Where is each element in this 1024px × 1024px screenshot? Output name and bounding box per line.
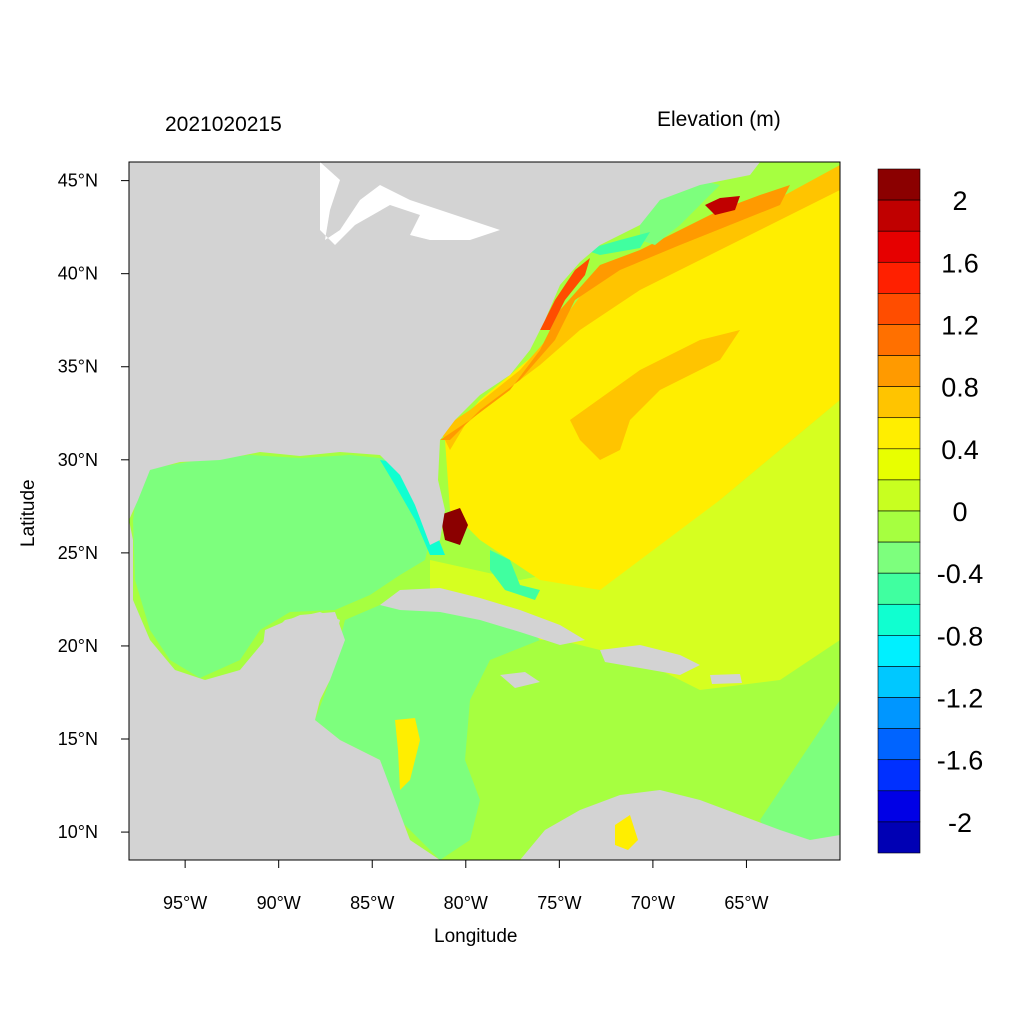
nicaragua-coast-yellow — [395, 718, 420, 790]
x-tick-label: 70°W — [631, 893, 675, 913]
y-tick-label: 10°N — [58, 822, 98, 842]
great-lakes-water — [320, 162, 500, 245]
jamaica-land — [500, 672, 540, 688]
colorbar-swatch — [877, 199, 921, 232]
y-tick-label: 20°N — [58, 636, 98, 656]
bahamas-cyan — [490, 550, 540, 600]
colorbar-label: 2 — [952, 186, 967, 216]
y-tick-label: 40°N — [58, 264, 98, 284]
y-tick-label: 45°N — [58, 171, 98, 191]
colorbar-swatch — [877, 821, 921, 854]
map-variable-title: Elevation (m) — [657, 108, 781, 131]
x-tick-label: 95°W — [163, 893, 207, 913]
map-timestamp: 2021020215 — [165, 113, 282, 136]
x-tick-label: 80°W — [444, 893, 488, 913]
x-tick-label: 85°W — [350, 893, 394, 913]
colorbar-label: -0.8 — [937, 621, 984, 651]
coastal-red-band — [540, 258, 590, 330]
plot-frame — [128, 161, 841, 861]
colorbar-swatch — [877, 293, 921, 325]
maine-coast-cyan — [585, 232, 650, 255]
colorbar-swatch — [877, 230, 921, 263]
y-tick-label: 25°N — [58, 543, 98, 563]
south-florida-darkred — [440, 508, 468, 545]
south-america-land — [520, 790, 840, 860]
colorbar-swatch — [877, 697, 921, 729]
maracaibo-yellow — [615, 815, 638, 850]
y-tick-label: 15°N — [58, 729, 98, 749]
gulf-of-maine-water — [640, 180, 720, 245]
colorbar-label: 1.6 — [941, 248, 979, 278]
colorbar-label: -1.2 — [937, 684, 984, 714]
colorbar-swatch — [877, 324, 921, 356]
colorbar-label: 0.4 — [941, 435, 979, 465]
colorbar-swatch — [877, 541, 921, 574]
colorbar-swatch — [877, 386, 921, 419]
colorbar-swatch — [877, 479, 921, 512]
colorbar-label: -1.6 — [937, 746, 984, 776]
colorbar-swatch — [877, 261, 921, 294]
hispaniola-land — [600, 645, 700, 675]
colorbar-swatch — [877, 168, 921, 201]
yucatan-land — [260, 612, 345, 720]
colorbar-swatch — [877, 603, 921, 636]
western-caribbean-water — [315, 600, 540, 860]
colorbar-swatch — [877, 666, 921, 698]
colorbar-swatch — [877, 790, 921, 823]
colorbar-swatch — [877, 572, 921, 605]
nearshore-darkorange — [440, 185, 790, 440]
colorbar-labels: 2 1.6 1.2 0.8 0.4 0 -0.4 -0.8 -1.2 -1.6 -2 — [937, 186, 984, 838]
colorbar-label: 0.8 — [941, 373, 979, 403]
colorbar-swatch — [877, 759, 921, 792]
cuba-land — [380, 588, 585, 645]
colorbar-swatch — [877, 355, 921, 387]
colorbar-swatch — [877, 448, 921, 481]
x-tick-label: 75°W — [537, 893, 581, 913]
x-axis-label: Longitude — [434, 926, 518, 947]
x-tick-label: 65°W — [724, 893, 768, 913]
map-area — [129, 162, 840, 860]
colorbar-swatch — [877, 510, 921, 543]
colorbar-label: -2 — [948, 808, 972, 838]
north-america-land — [129, 162, 760, 545]
gulf-of-mexico-water — [133, 455, 430, 678]
colorbar-swatch — [877, 728, 921, 761]
colorbar-label: 1.2 — [941, 310, 979, 340]
colorbar-swatch — [877, 635, 921, 667]
fundy-darkred — [705, 196, 740, 215]
colorbar-label: 0 — [952, 497, 967, 527]
colorbar — [877, 168, 921, 854]
colorbar-label: -0.4 — [937, 559, 984, 589]
y-axis-ticks: 45°N 40°N 35°N 30°N 25°N 20°N 15°N 10°N — [58, 171, 129, 842]
ocean-tongue-orange — [570, 330, 740, 460]
eastern-caribbean-water — [760, 700, 840, 860]
shelf-water-orange — [440, 165, 840, 450]
x-tick-label: 90°W — [257, 893, 301, 913]
x-axis-ticks: 95°W 90°W 85°W 80°W 75°W 70°W 65°W — [163, 860, 769, 913]
y-tick-label: 35°N — [58, 357, 98, 377]
colorbar-swatch — [877, 417, 921, 450]
puerto-rico-land — [710, 674, 742, 684]
y-tick-label: 30°N — [58, 450, 98, 470]
